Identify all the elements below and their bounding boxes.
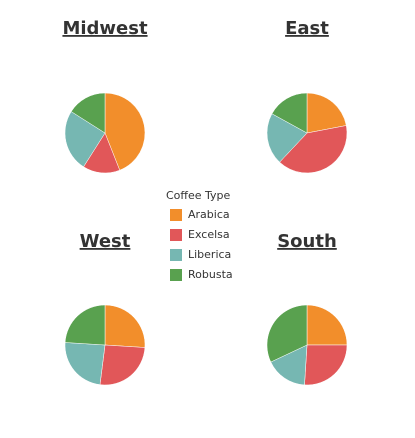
- legend-swatch: [170, 209, 182, 221]
- pie-slice: [70, 92, 106, 134]
- legend-label: Liberica: [188, 248, 231, 261]
- chart-title: East: [285, 18, 329, 39]
- pie-slice: [304, 344, 348, 386]
- legend-swatch: [170, 249, 182, 261]
- pie-slice: [64, 342, 106, 385]
- pie-slice: [266, 304, 308, 363]
- legend-swatch: [170, 229, 182, 241]
- pie-slice: [64, 111, 106, 168]
- pie-slice: [271, 92, 308, 134]
- legend-title: Coffee Type: [166, 189, 231, 202]
- pie-slice: [306, 304, 348, 346]
- pie-slice: [99, 344, 146, 386]
- chart-title: South: [277, 231, 337, 252]
- pie-slice: [104, 304, 146, 348]
- legend-label: Robusta: [188, 268, 233, 281]
- legend-label: Arabica: [188, 208, 230, 221]
- legend-swatch: [170, 269, 182, 281]
- pie-slice: [64, 304, 106, 346]
- pie-slice: [306, 92, 347, 134]
- pie-slice: [104, 92, 146, 171]
- pie-slice: [266, 113, 308, 163]
- legend-label: Excelsa: [188, 228, 230, 241]
- pie-slice: [270, 344, 308, 386]
- chart-title: West: [80, 231, 131, 252]
- pie-slice: [279, 125, 348, 174]
- chart-title: Midwest: [62, 18, 148, 39]
